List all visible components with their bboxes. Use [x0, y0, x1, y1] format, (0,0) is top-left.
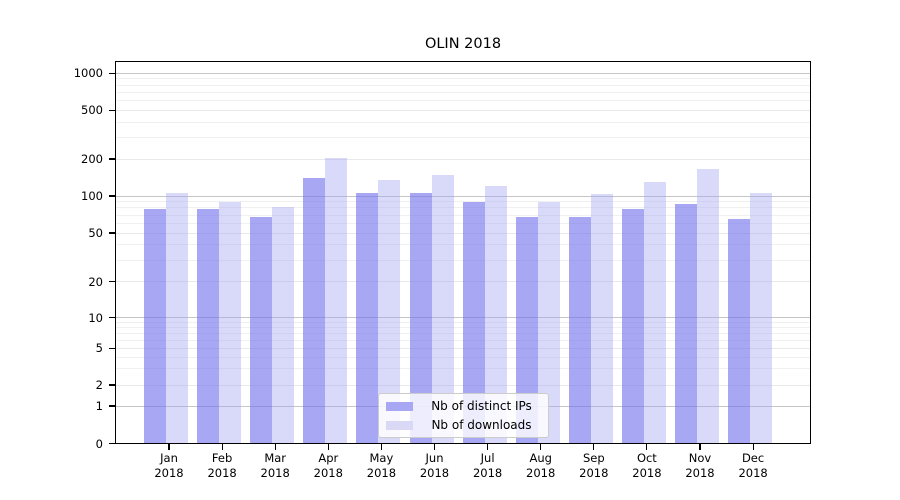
x-axis-tick-nov: [699, 444, 701, 450]
bar-downloads-nov: [697, 169, 719, 444]
bar-downloads-mar: [272, 207, 295, 444]
y-axis-tick-0: [109, 442, 115, 445]
x-axis-tick-dec: [752, 444, 754, 450]
x-axis-label-nov: Nov 2018: [685, 451, 715, 480]
y-axis-label-200: 200: [81, 152, 103, 166]
y-axis-tick-1: [109, 405, 115, 407]
legend-label-downloads: Nb of downloads: [431, 418, 532, 432]
x-axis-label-dec: Dec 2018: [738, 451, 768, 480]
bar-distinct-ips-feb: [197, 209, 220, 444]
x-axis-label-feb: Feb 2018: [207, 451, 237, 480]
x-axis-label-jul: Jul 2018: [472, 451, 503, 480]
bar-distinct-ips-jul: [462, 202, 485, 444]
y-axis-tick-10: [109, 317, 115, 319]
x-axis-tick-feb: [221, 444, 223, 450]
y-axis-tick-5: [109, 347, 115, 349]
y-axis-label-0: 0: [95, 436, 103, 451]
y-axis-label-50: 50: [88, 226, 103, 240]
bar-downloads-oct: [643, 181, 666, 444]
x-axis-tick-jul: [487, 444, 489, 450]
bar-downloads-sep: [590, 194, 613, 444]
bar-downloads-jan: [166, 193, 188, 444]
bar-downloads-aug: [537, 201, 560, 444]
x-axis-tick-mar: [274, 444, 276, 450]
x-axis-tick-may: [380, 444, 382, 450]
bar-downloads-feb: [219, 201, 242, 444]
x-axis-label-apr: Apr 2018: [313, 451, 343, 480]
gridline-minor-700: [116, 91, 810, 93]
y-axis-tick-500: [109, 109, 115, 111]
gridline-minor-600: [116, 99, 810, 101]
x-axis-label-jan: Jan 2018: [154, 451, 184, 480]
gridline-minor-400: [116, 121, 810, 123]
bar-downloads-jun: [431, 175, 454, 444]
gridline-minor-800: [116, 84, 810, 86]
legend-item-downloads: Nb of downloads: [386, 418, 541, 432]
bar-downloads-apr: [325, 157, 348, 444]
x-axis-label-may: May 2018: [366, 451, 397, 480]
bar-distinct-ips-mar: [250, 217, 273, 444]
x-axis-label-aug: Aug 2018: [526, 451, 556, 480]
x-axis-label-oct: Oct 2018: [632, 451, 662, 480]
gridline-major-100: [116, 195, 810, 197]
y-axis-label-1: 1: [95, 399, 103, 413]
y-axis-label-500: 500: [81, 103, 103, 118]
bar-downloads-may: [378, 179, 401, 444]
y-axis-label-1000: 1000: [73, 66, 103, 81]
y-axis-tick-20: [109, 281, 115, 283]
y-axis-tick-200: [109, 158, 115, 160]
legend-swatch-distinct-ips: [386, 401, 413, 411]
chart-title: OLIN 2018: [424, 36, 502, 52]
x-axis-tick-jan: [168, 444, 170, 450]
gridline-mid-500: [116, 109, 810, 111]
gridline-major-1000: [116, 72, 810, 74]
bar-distinct-ips-jan: [144, 209, 166, 444]
x-axis-tick-aug: [540, 444, 542, 450]
x-axis-tick-apr: [327, 444, 329, 450]
legend-label-distinct-ips: Nb of distinct IPs: [431, 399, 532, 413]
y-axis-tick-100: [109, 195, 115, 197]
x-axis-label-jun: Jun 2018: [419, 451, 450, 480]
y-axis-tick-2: [109, 384, 115, 386]
x-axis-tick-oct: [646, 444, 648, 450]
y-axis-label-5: 5: [95, 341, 103, 356]
bar-distinct-ips-dec: [728, 218, 751, 444]
bar-downloads-jul: [484, 186, 507, 444]
y-axis-label-2: 2: [95, 378, 103, 392]
gridline-minor-90: [116, 201, 810, 203]
gridline-mid-200: [116, 158, 810, 160]
y-axis-label-100: 100: [81, 189, 103, 203]
bar-distinct-ips-apr: [303, 178, 326, 444]
bar-distinct-ips-nov: [675, 204, 697, 444]
y-axis-label-10: 10: [88, 310, 103, 325]
y-axis-tick-1000: [109, 72, 115, 74]
gridline-minor-300: [116, 136, 810, 138]
legend-swatch-downloads: [386, 420, 413, 430]
x-axis-label-mar: Mar 2018: [260, 451, 290, 480]
x-axis-tick-jun: [433, 444, 436, 450]
bar-distinct-ips-oct: [621, 208, 644, 444]
bar-downloads-dec: [750, 192, 773, 444]
bar-distinct-ips-may: [356, 193, 379, 444]
y-axis-label-20: 20: [88, 274, 103, 289]
bar-distinct-ips-jun: [409, 192, 432, 444]
legend: Nb of distinct IPs Nb of downloads: [378, 393, 549, 438]
bar-distinct-ips-sep: [568, 217, 591, 444]
y-axis-tick-50: [109, 232, 115, 234]
legend-item-distinct-ips: Nb of distinct IPs: [386, 399, 541, 413]
gridline-minor-900: [116, 78, 810, 80]
x-axis-tick-sep: [593, 444, 595, 450]
x-axis-label-sep: Sep 2018: [579, 451, 609, 480]
bar-distinct-ips-aug: [515, 217, 538, 444]
